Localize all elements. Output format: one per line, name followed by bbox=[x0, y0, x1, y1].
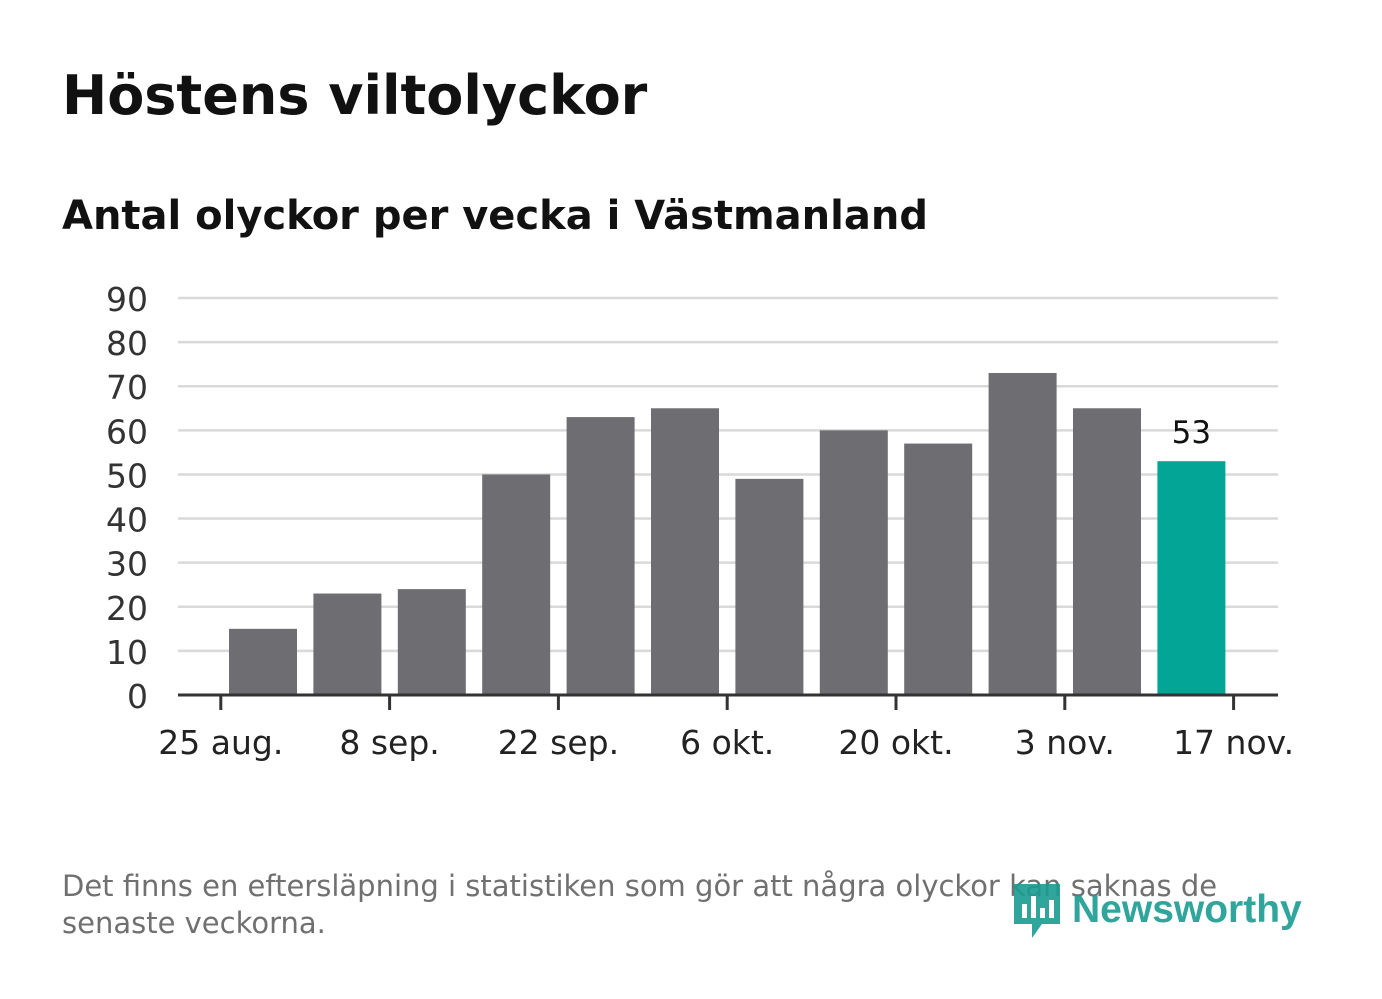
bar bbox=[651, 408, 719, 695]
bar bbox=[313, 593, 382, 695]
bar-value-label: 53 bbox=[1172, 415, 1211, 451]
x-tick-label: 3 nov. bbox=[1015, 723, 1115, 762]
bars bbox=[229, 372, 1226, 695]
x-tick-label: 8 sep. bbox=[339, 723, 439, 762]
y-tick-label: 0 bbox=[127, 677, 148, 716]
chart-title: Höstens viltolyckor bbox=[62, 64, 648, 127]
bar bbox=[482, 474, 551, 695]
y-tick-label: 10 bbox=[106, 633, 148, 672]
data-labels: 53 bbox=[1172, 415, 1211, 451]
y-tick-label: 40 bbox=[106, 501, 148, 540]
x-tick-label: 17 nov. bbox=[1173, 723, 1294, 762]
chart-subtitle: Antal olyckor per vecka i Västmanland bbox=[62, 193, 928, 239]
bar bbox=[229, 628, 297, 695]
x-tick-label: 6 okt. bbox=[680, 723, 774, 762]
y-tick-label: 70 bbox=[106, 368, 148, 407]
x-tick-label: 22 sep. bbox=[498, 723, 619, 762]
bar-chart: 0 10 20 30 40 50 60 70 80 90 25 aug. 8 sep. 22 sep.… bbox=[106, 280, 1294, 762]
logo-text: Newsworthy bbox=[1072, 888, 1302, 931]
newsworthy-logo: Newsworthy bbox=[1012, 880, 1302, 940]
y-tick-label: 30 bbox=[106, 545, 148, 584]
newsworthy-logo-icon bbox=[1014, 884, 1060, 938]
bar bbox=[566, 417, 635, 695]
bar bbox=[904, 443, 973, 695]
bar bbox=[1073, 408, 1141, 695]
bar bbox=[735, 478, 804, 695]
bar bbox=[397, 589, 466, 695]
y-tick-label: 80 bbox=[106, 324, 148, 363]
x-axis-ticks: 25 aug. 8 sep. 22 sep. 6 okt. 20 okt. 3 nov. 1… bbox=[158, 695, 1294, 762]
x-tick-label: 20 okt. bbox=[838, 723, 953, 762]
x-tick-label: 25 aug. bbox=[158, 723, 283, 762]
y-tick-label: 20 bbox=[106, 589, 148, 628]
bar-highlight bbox=[1157, 461, 1226, 695]
bar bbox=[819, 430, 888, 695]
y-tick-label: 90 bbox=[106, 280, 148, 319]
y-tick-label: 60 bbox=[106, 412, 148, 451]
bar bbox=[988, 372, 1057, 695]
y-axis-ticks: 0 10 20 30 40 50 60 70 80 90 bbox=[106, 280, 148, 716]
y-tick-label: 50 bbox=[106, 456, 148, 495]
